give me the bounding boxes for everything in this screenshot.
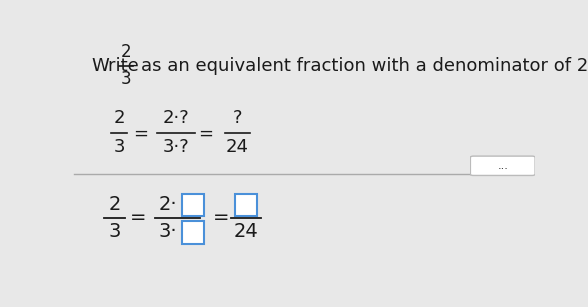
FancyBboxPatch shape xyxy=(235,194,257,216)
Text: 2·?: 2·? xyxy=(163,109,189,127)
Text: ...: ... xyxy=(497,161,508,171)
Text: =: = xyxy=(198,124,213,142)
FancyBboxPatch shape xyxy=(470,156,535,176)
Text: 2·: 2· xyxy=(159,195,178,214)
FancyBboxPatch shape xyxy=(182,194,204,216)
Text: =: = xyxy=(213,208,229,227)
Text: 24: 24 xyxy=(234,222,259,241)
Text: 2: 2 xyxy=(121,43,131,61)
Text: =: = xyxy=(133,124,148,142)
FancyBboxPatch shape xyxy=(182,221,204,244)
Text: as an equivalent fraction with a denominator of 24.: as an equivalent fraction with a denomin… xyxy=(141,57,588,76)
Text: 3·?: 3·? xyxy=(163,138,189,156)
Text: Write: Write xyxy=(92,57,139,76)
Text: ?: ? xyxy=(233,109,242,127)
Text: 24: 24 xyxy=(226,138,249,156)
Text: 2: 2 xyxy=(113,109,125,127)
Text: 3·: 3· xyxy=(159,222,178,241)
Text: =: = xyxy=(130,208,146,227)
Text: 3: 3 xyxy=(121,70,131,88)
Text: 3: 3 xyxy=(113,138,125,156)
Text: 2: 2 xyxy=(108,195,121,214)
Text: 3: 3 xyxy=(108,222,121,241)
